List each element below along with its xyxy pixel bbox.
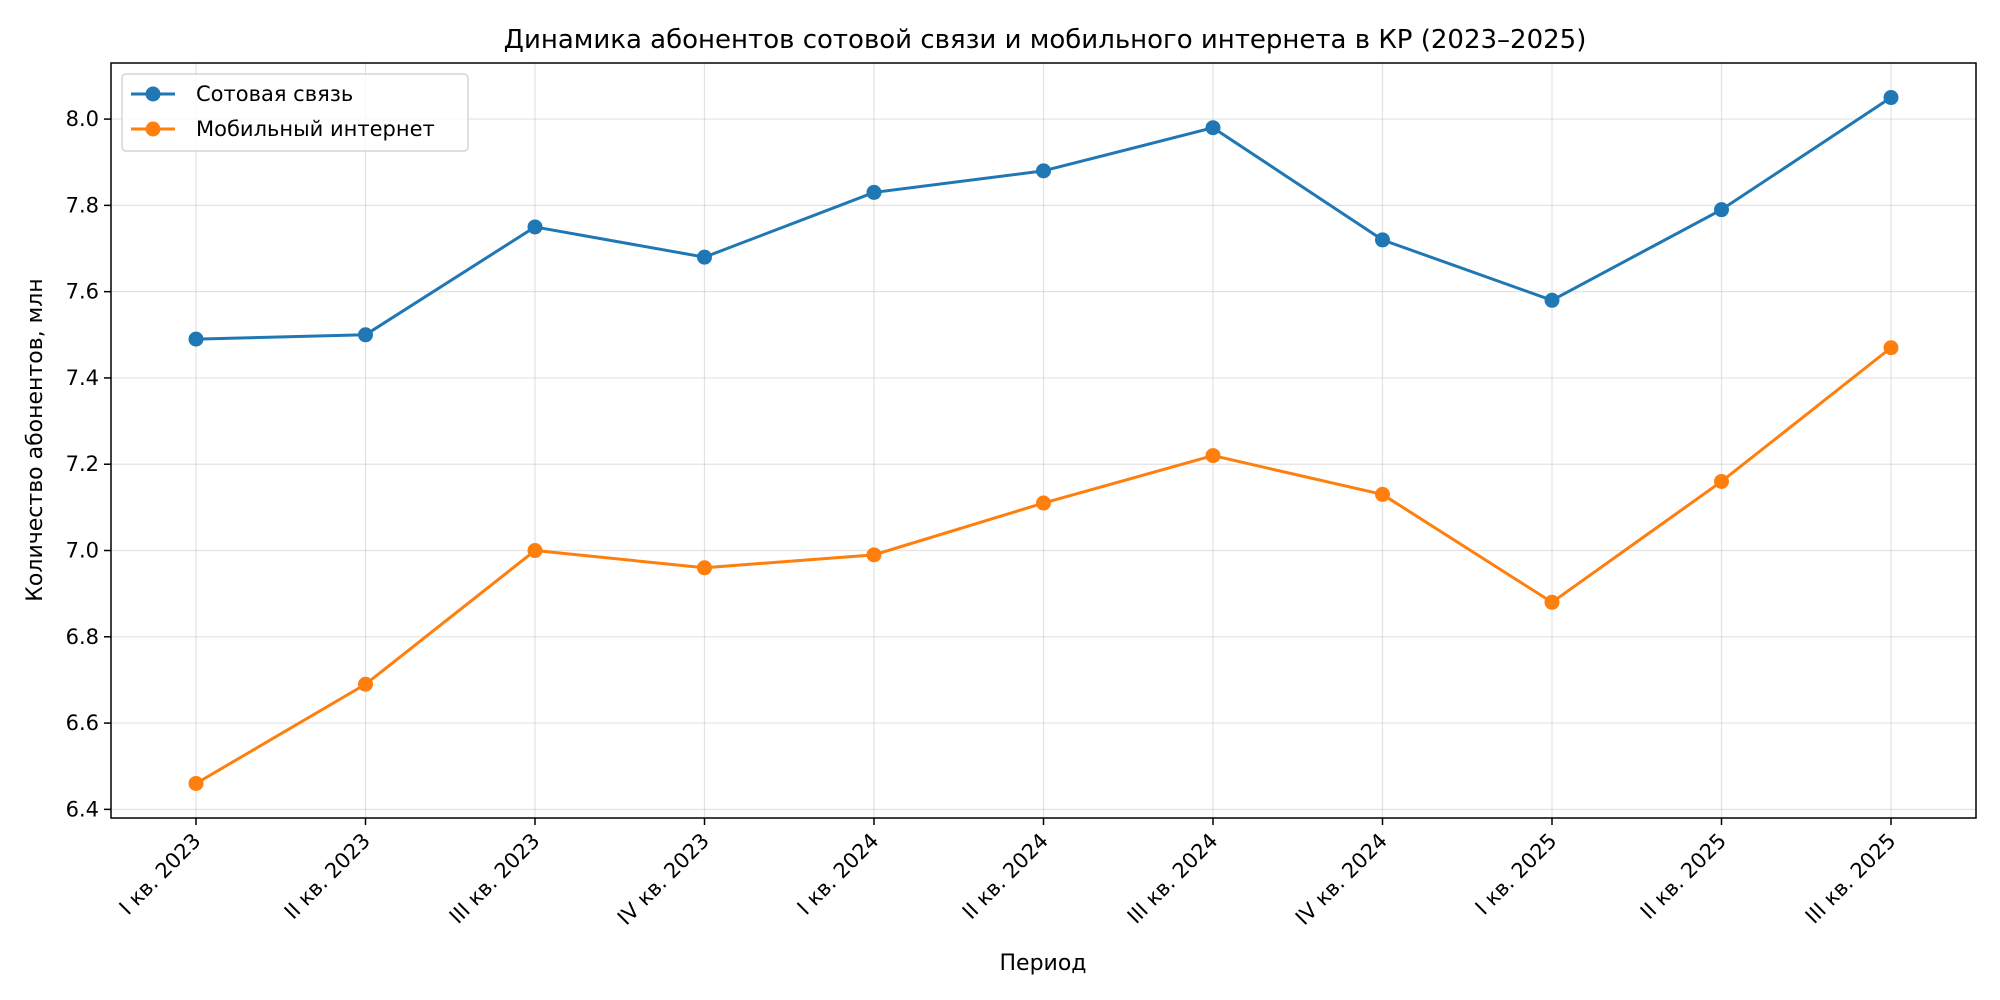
x-tick-label: IV кв. 2023 [613, 829, 714, 930]
y-axis-label: Количество абонентов, млн [23, 278, 48, 601]
data-point [697, 249, 712, 265]
y-tick-label: 7.6 [66, 280, 99, 304]
data-point [1205, 448, 1221, 464]
data-point [1883, 340, 1899, 356]
data-point [188, 331, 204, 347]
legend-box [121, 73, 469, 152]
x-tick-label: II кв. 2024 [958, 829, 1053, 924]
data-point [1544, 594, 1560, 610]
data-point [1714, 202, 1729, 218]
data-point [1205, 120, 1221, 136]
data-point [527, 219, 543, 235]
x-tick-label: I кв. 2025 [1471, 829, 1562, 920]
data-point [1375, 486, 1390, 502]
legend-label: Сотовая связь [196, 82, 353, 106]
x-axis-label: Период [999, 951, 1086, 976]
legend-marker [145, 121, 161, 137]
data-point [1375, 232, 1390, 248]
x-tick-label: I кв. 2024 [793, 829, 884, 920]
data-point [866, 184, 882, 200]
y-tick-label: 7.2 [66, 452, 99, 476]
legend-label: Мобильный интернет [196, 117, 435, 141]
legend-item: Мобильный интернет [131, 117, 435, 141]
x-tick-label: II кв. 2023 [280, 829, 375, 924]
x-tick-label: I кв. 2023 [115, 829, 206, 920]
legend-item: Сотовая связь [131, 82, 353, 106]
legend: Сотовая связь Мобильный интернет [121, 73, 469, 152]
data-point [188, 775, 204, 791]
plot-series [188, 90, 1899, 791]
data-point [1036, 495, 1051, 511]
chart-title: Динамика абонентов сотовой связи и мобил… [504, 25, 1587, 55]
data-point [697, 560, 712, 576]
x-tick-label: III кв. 2025 [1801, 829, 1901, 929]
data-point [358, 327, 373, 343]
legend-marker [145, 86, 161, 102]
series-2 [188, 340, 1899, 791]
y-tick-label: 6.8 [66, 625, 99, 649]
data-point [866, 547, 882, 563]
x-axis: I кв. 2023 II кв. 2023 III кв. 2023 IV кв. … [115, 818, 1901, 930]
plot-frame [110, 62, 1977, 819]
series-1 [188, 90, 1899, 347]
x-tick-label: II кв. 2025 [1636, 829, 1731, 924]
data-point [1714, 473, 1729, 489]
y-tick-label: 7.4 [66, 366, 99, 390]
y-tick-label: 6.4 [66, 797, 99, 821]
data-point [358, 676, 373, 692]
data-point [1883, 90, 1899, 106]
y-tick-label: 7.0 [66, 539, 99, 563]
y-axis: 6.4 6.6 6.8 7.0 7.2 7.4 7.6 7.8 8.0 [66, 107, 111, 821]
data-point [1036, 163, 1051, 179]
gridlines [111, 63, 1976, 818]
y-tick-label: 8.0 [66, 107, 99, 131]
data-point [1544, 292, 1560, 308]
x-tick-label: III кв. 2024 [1123, 829, 1223, 929]
x-tick-label: IV кв. 2024 [1291, 829, 1392, 930]
x-tick-label: III кв. 2023 [445, 829, 545, 929]
data-point [527, 543, 543, 559]
y-tick-label: 7.8 [66, 193, 99, 217]
y-tick-label: 6.6 [66, 711, 99, 735]
